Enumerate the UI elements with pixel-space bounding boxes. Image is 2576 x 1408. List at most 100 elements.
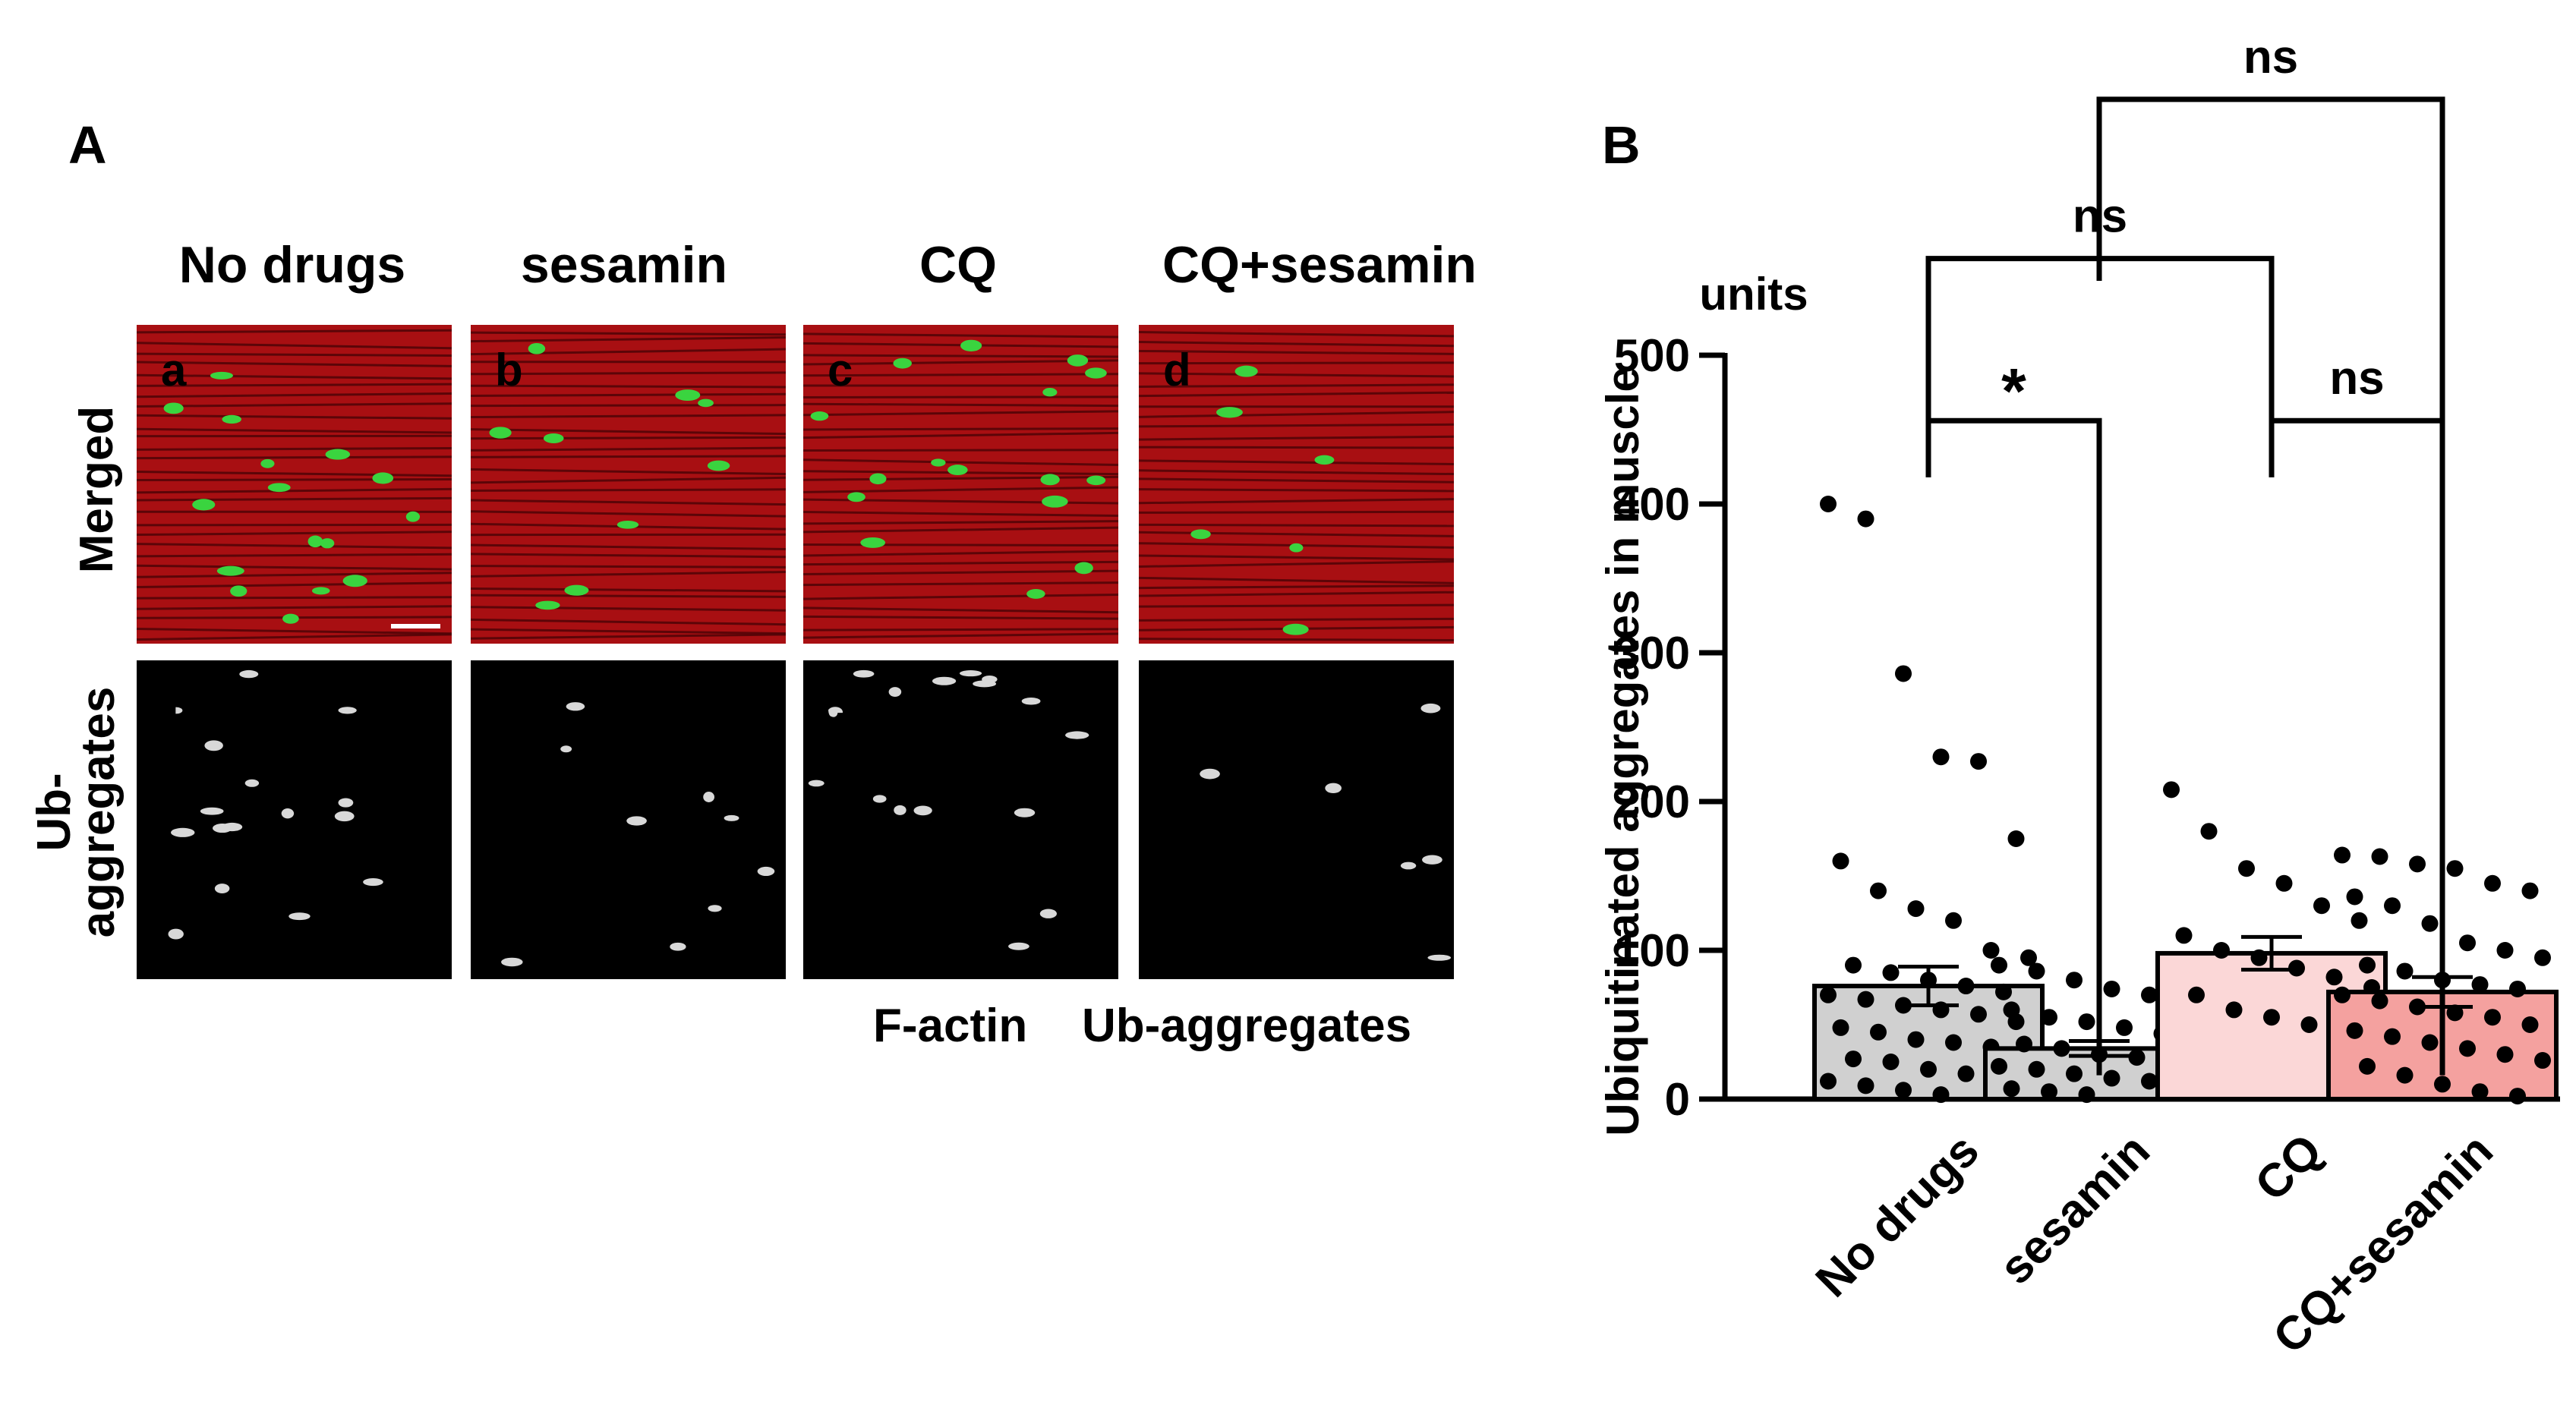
data-point (2066, 972, 2083, 989)
merged-image-3: d (1138, 325, 1455, 644)
data-point (2078, 1086, 2095, 1104)
aggregate-spot (338, 707, 357, 714)
aggregate-spot (566, 702, 585, 711)
muscle-fiber (802, 560, 1119, 566)
aggregate-spot (170, 827, 195, 837)
data-point (2371, 848, 2388, 865)
aggregate-spot (675, 389, 701, 402)
muscle-fiber (802, 550, 1119, 557)
data-point (2250, 949, 2268, 966)
muscle-fiber (136, 553, 452, 558)
y-tick-label: 200 (1614, 776, 1690, 827)
muscle-fiber (470, 384, 787, 389)
data-point (1991, 956, 2007, 974)
aggregate-spot (168, 928, 184, 940)
muscle-fiber (470, 476, 787, 484)
aggregate-spot (1085, 367, 1107, 379)
data-point (2078, 1013, 2095, 1031)
data-point (1857, 510, 1874, 528)
data-point (2471, 1083, 2489, 1101)
muscle-fiber (802, 526, 1119, 534)
data-point (1895, 1082, 1912, 1099)
muscle-fiber (470, 510, 787, 518)
aggregate-spot (1282, 623, 1309, 635)
muscle-fiber (470, 606, 787, 612)
muscle-fiber (136, 392, 452, 398)
significance-bracket (2269, 417, 2445, 477)
ub-image-3: d’ (1139, 660, 1454, 979)
image-tag-merged: c (828, 345, 853, 395)
data-point (2188, 986, 2205, 1003)
data-point (2041, 1083, 2057, 1101)
aggregate-spot (260, 458, 275, 468)
data-point (2334, 846, 2351, 864)
data-point (1970, 753, 1987, 770)
muscle-fiber (470, 414, 787, 419)
data-point (1907, 1031, 1925, 1048)
data-point (1882, 964, 1900, 981)
data-point (2351, 912, 2368, 929)
data-point (2509, 980, 2526, 997)
muscle-fiber (136, 352, 452, 358)
muscle-fiber (136, 427, 452, 434)
data-point (1982, 942, 2000, 959)
y-tick-label: 500 (1614, 330, 1690, 381)
x-tick-label: CQ (2245, 1124, 2332, 1211)
aggregate-spot (1427, 954, 1452, 961)
data-point (1970, 1006, 1987, 1023)
muscle-fiber (470, 446, 787, 452)
muscle-fiber (1138, 603, 1455, 608)
data-point (2288, 959, 2305, 977)
muscle-fiber (802, 510, 1119, 518)
ub-image-1: b’ (471, 660, 786, 979)
muscle-fiber (470, 499, 787, 506)
data-point (1845, 1050, 1862, 1068)
muscle-fiber (802, 458, 1119, 467)
aggregate-spot (959, 670, 982, 677)
muscle-fiber (470, 594, 787, 598)
data-point (1945, 912, 1962, 929)
muscle-fiber (1138, 638, 1455, 641)
data-point (2128, 1049, 2146, 1066)
muscle-fiber (1138, 341, 1455, 348)
data-point (2003, 1001, 2020, 1019)
muscle-fiber (136, 373, 452, 380)
muscle-fiber (136, 471, 452, 477)
aggregate-spot (288, 912, 311, 921)
data-point (1857, 1077, 1874, 1095)
muscle-fiber (1138, 469, 1455, 476)
aggregate-spot (405, 511, 421, 522)
merged-image-2: c (802, 325, 1119, 644)
data-point (1945, 1034, 1962, 1051)
aggregate-spot (210, 371, 233, 380)
image-tag-ub: c’ (820, 680, 858, 731)
aggregate-spot (1039, 909, 1057, 918)
muscle-fiber (1138, 576, 1455, 584)
muscle-fiber (1138, 560, 1455, 568)
aggregate-spot (222, 822, 243, 832)
data-point (2346, 1022, 2363, 1039)
data-point (2421, 1034, 2439, 1051)
muscle-fiber (136, 543, 452, 550)
muscle-fiber (470, 331, 787, 336)
aggregate-spot (1420, 703, 1441, 713)
y-tick-label: 0 (1665, 1074, 1690, 1125)
aggregate-spot (960, 339, 982, 351)
data-point (2484, 1009, 2501, 1026)
muscle-fiber (470, 392, 787, 397)
aggregate-spot (1021, 697, 1041, 705)
data-point (2446, 860, 2464, 877)
y-unit-label: units (1699, 269, 1808, 320)
aggregate-spot (216, 565, 244, 576)
row-label-ub: Ub- (28, 773, 80, 851)
muscle-fiber (136, 496, 452, 502)
muscle-fiber (1138, 446, 1455, 449)
data-point (2020, 949, 2037, 966)
muscle-fiber (136, 414, 452, 420)
muscle-fiber (1138, 372, 1455, 378)
merged-image-1: b (470, 325, 787, 644)
row-label-aggregates: aggregates (72, 687, 125, 938)
aggregate-spot (311, 587, 330, 595)
aggregate-spot (282, 613, 299, 624)
aggregate-spot (1008, 942, 1029, 950)
